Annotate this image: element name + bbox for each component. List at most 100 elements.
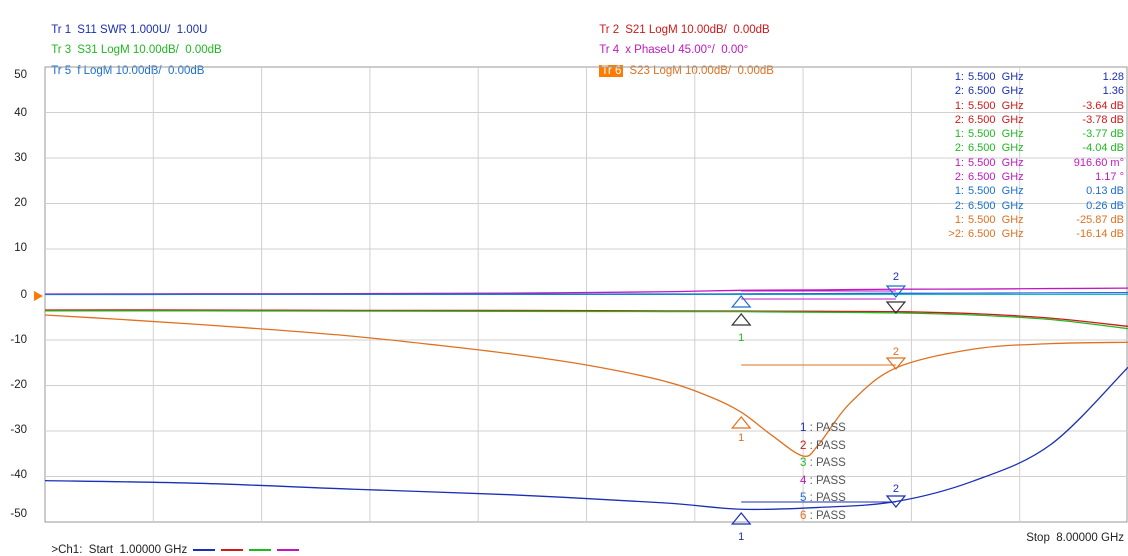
trace-header-tr1[interactable]: Tr 1 S11 SWR 1.000U/ 1.00U (45, 9, 207, 37)
y-tick-label: 30 (14, 152, 27, 164)
marker-value: -16.14 dB (1076, 228, 1124, 241)
y-tick-label: -50 (10, 508, 27, 520)
trace-header-tr3[interactable]: Tr 3 S31 LogM 10.00dB/ 0.00dB (45, 29, 222, 57)
marker-frequency: 6.500 GHz (968, 228, 1024, 241)
marker-value: 1.17 ° (1095, 171, 1124, 184)
trace-legend-line (221, 548, 244, 551)
trace-label: S23 LogM 10.00dB/ 0.00dB (629, 65, 774, 77)
trace-number: 2 (800, 439, 807, 452)
marker-frequency: 5.500 GHz (968, 185, 1024, 198)
limit-test-row: 1 : PASS (800, 420, 846, 438)
limit-test-row: 3 : PASS (800, 455, 846, 473)
trace-label: S31 LogM 10.00dB/ 0.00dB (77, 44, 222, 56)
marker-row[interactable]: 2: 6.500 GHz -4.04 dB (926, 141, 1124, 155)
marker-frequency: 6.500 GHz (968, 85, 1024, 98)
trace-header-tr4[interactable]: Tr 4 x PhaseU 45.00°/ 0.00° (593, 29, 748, 57)
marker-row[interactable]: 2: 6.500 GHz 1.36 (926, 84, 1124, 98)
marker-row[interactable]: 1: 5.500 GHz 1.28 (926, 70, 1124, 84)
marker-row[interactable]: 2: 6.500 GHz -3.78 dB (926, 113, 1124, 127)
trace-legend-line (193, 548, 216, 551)
marker-1-icon (730, 416, 752, 429)
limit-test-row: 5 : PASS (800, 490, 846, 508)
channel-start-label: >Ch1: Start 1.00000 GHz (45, 532, 300, 556)
trace-header-tr6[interactable]: Tr 6 S23 LogM 10.00dB/ 0.00dB (593, 50, 774, 78)
y-tick-label: 0 (20, 289, 27, 301)
trace-number: 6 (800, 509, 807, 522)
trace-label: S21 LogM 10.00dB/ 0.00dB (625, 24, 770, 36)
marker-frequency: 6.500 GHz (968, 142, 1024, 155)
pass-status: : PASS (806, 422, 846, 434)
marker-label: 2 (893, 271, 899, 283)
marker-value: -3.78 dB (1082, 113, 1124, 126)
marker-2-icon (885, 357, 907, 370)
marker-id: 2: (954, 171, 964, 184)
limit-test-row: 2 : PASS (800, 438, 846, 456)
marker-frequency: 5.500 GHz (968, 99, 1024, 112)
y-tick-label: -20 (10, 379, 27, 391)
marker-value: -3.77 dB (1082, 128, 1124, 141)
y-tick-label: -40 (10, 469, 27, 481)
marker-overlays: 2 1 1 2 2 1 (730, 271, 907, 543)
marker-id: 1: (954, 99, 964, 112)
marker-id: 2: (954, 85, 964, 98)
marker-2-icon (885, 301, 907, 314)
stop-frequency: Stop 8.00000 GHz (1026, 532, 1124, 544)
y-tick-label: -10 (10, 334, 27, 346)
marker-id: 2: (954, 113, 964, 126)
trace-label: f LogM 10.00dB/ 0.00dB (77, 65, 205, 77)
marker-row[interactable]: 2: 6.500 GHz 1.17 ° (926, 170, 1124, 184)
marker-row[interactable]: 1: 5.500 GHz -25.87 dB (926, 213, 1124, 227)
marker-row[interactable]: 1: 5.500 GHz 916.60 m° (926, 156, 1124, 170)
marker-id: 1: (954, 71, 964, 83)
marker-value: 916.60 m° (1073, 156, 1124, 169)
marker-value: 0.26 dB (1086, 199, 1124, 212)
marker-row[interactable]: 1: 5.500 GHz -3.77 dB (926, 127, 1124, 141)
marker-value: 0.13 dB (1086, 185, 1124, 198)
marker-row[interactable]: 1: 5.500 GHz -3.64 dB (926, 99, 1124, 113)
pass-status: : PASS (806, 457, 846, 469)
marker-frequency: 5.500 GHz (968, 128, 1024, 141)
limit-test-row: 4 : PASS (800, 473, 846, 491)
marker-frequency: 5.500 GHz (968, 71, 1024, 83)
marker-value: 1.28 (1102, 71, 1124, 83)
marker-frequency: 6.500 GHz (968, 199, 1024, 212)
marker-id: 1: (954, 156, 964, 169)
marker-value: -3.64 dB (1082, 99, 1124, 112)
marker-1-icon (730, 295, 752, 308)
trace-number: 1 (800, 422, 807, 434)
trace-number: Tr 4 (599, 44, 620, 56)
marker-frequency: 5.500 GHz (968, 213, 1024, 226)
pass-status: : PASS (806, 474, 846, 487)
marker-label: 2 (893, 346, 899, 358)
y-tick-label: 50 (14, 69, 27, 81)
marker-label: 1 (738, 332, 744, 344)
trace-label: x PhaseU 45.00°/ 0.00° (625, 44, 749, 56)
marker-frequency: 5.500 GHz (968, 156, 1024, 169)
marker-row[interactable]: >2: 6.500 GHz -16.14 dB (926, 227, 1124, 241)
limit-test-row: 6 : PASS (800, 508, 846, 526)
trace-number-active: Tr 6 (599, 65, 624, 77)
trace-number: Tr 5 (51, 65, 72, 77)
marker-2-icon (885, 495, 907, 508)
marker-row[interactable]: 1: 5.500 GHz 0.13 dB (926, 184, 1124, 198)
marker-frequency: 6.500 GHz (968, 171, 1024, 184)
marker-readout-table: 1: 5.500 GHz 1.28 2: 6.500 GHz 1.36 1: 5.500 GH… (926, 70, 1124, 242)
marker-id: 2: (954, 142, 964, 155)
trace-legend-line (249, 548, 272, 551)
pass-status: : PASS (806, 509, 846, 522)
trace-number: 3 (800, 457, 807, 469)
trace-header-tr5[interactable]: Tr 5 f LogM 10.00dB/ 0.00dB (45, 50, 204, 78)
pass-status: : PASS (806, 439, 846, 452)
trace-legend-line (277, 548, 300, 551)
trace-s11-swr (44, 366, 1128, 511)
reference-level-arrow-icon[interactable] (34, 291, 43, 301)
marker-row[interactable]: 2: 6.500 GHz 0.26 dB (926, 199, 1124, 213)
marker-1-icon (730, 313, 752, 326)
trace-number: Tr 3 (51, 44, 72, 56)
trace-s31-logm (44, 310, 1128, 330)
marker-1-icon (730, 512, 752, 525)
marker-value: -4.04 dB (1082, 142, 1124, 155)
y-tick-label: -30 (10, 424, 27, 436)
trace-header-tr2[interactable]: Tr 2 S21 LogM 10.00dB/ 0.00dB (593, 9, 770, 37)
